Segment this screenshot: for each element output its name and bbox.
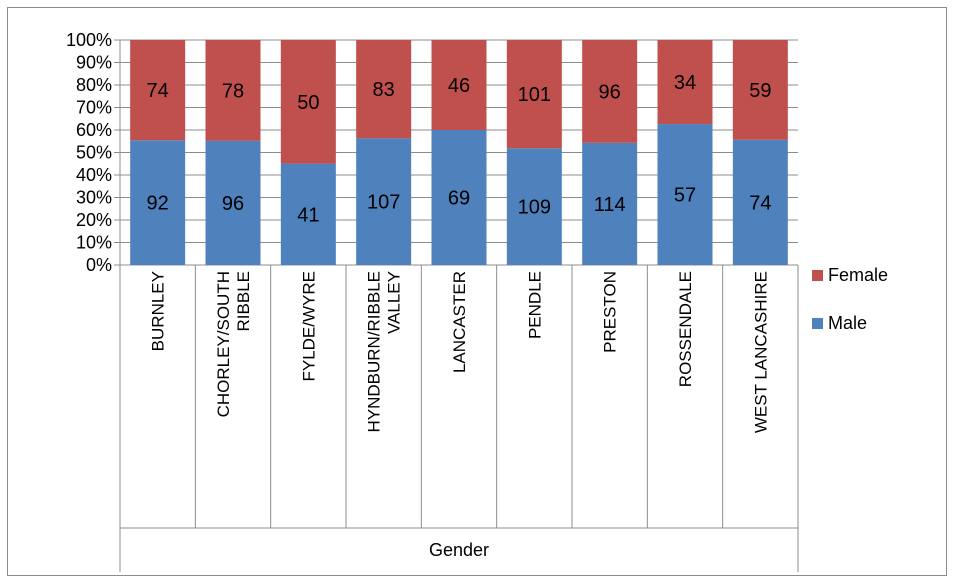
y-tick-label: 60% — [76, 120, 112, 140]
y-tick-label: 80% — [76, 75, 112, 95]
bar-male — [205, 140, 261, 265]
bar-male — [657, 124, 713, 265]
data-label-male: 92 — [147, 193, 169, 215]
bar-male — [130, 140, 186, 265]
bar-male — [356, 138, 412, 265]
y-tick-label: 40% — [76, 165, 112, 185]
category-label: ROSSENDALE — [676, 271, 695, 387]
bar-male — [506, 148, 562, 265]
bar-female — [280, 40, 336, 164]
data-label-female: 46 — [448, 75, 470, 97]
y-tick-label: 90% — [76, 53, 112, 73]
data-label-female: 74 — [147, 80, 169, 102]
y-tick-label: 10% — [76, 233, 112, 253]
bar-female — [732, 40, 788, 140]
category-label: CHORLEY/SOUTH RIBBLE — [214, 271, 253, 417]
category-label-line: PRESTON — [601, 271, 620, 353]
y-tick-label: 70% — [76, 98, 112, 118]
data-label-female: 96 — [599, 81, 621, 103]
bar-female — [582, 40, 638, 143]
y-tick-label: 100% — [66, 30, 112, 50]
data-label-female: 59 — [749, 80, 771, 102]
bar-male — [431, 130, 487, 265]
bar-female — [356, 40, 412, 139]
category-label: FYLDE/WYRE — [299, 271, 318, 382]
category-label-line: BURNLEY — [149, 271, 168, 351]
category-label: BURNLEY — [149, 271, 168, 351]
data-label-female: 50 — [297, 92, 319, 114]
data-label-male: 107 — [367, 192, 400, 214]
data-label-female: 78 — [222, 80, 244, 102]
data-label-male: 69 — [448, 188, 470, 210]
bar-female — [431, 40, 487, 130]
category-label-line: HYNDBURN/RIBBLE — [365, 271, 384, 433]
bar-female — [506, 40, 562, 149]
category-label: WEST LANCASHIRE — [751, 271, 770, 433]
category-label: PRESTON — [601, 271, 620, 353]
bar-female — [205, 40, 261, 141]
category-label-line: CHORLEY/SOUTH — [214, 271, 233, 417]
category-label-line: ROSSENDALE — [676, 271, 695, 387]
legend-swatch-female — [812, 270, 823, 281]
category-label-line: FYLDE/WYRE — [299, 271, 318, 382]
y-tick-label: 20% — [76, 210, 112, 230]
group-label: Gender — [429, 540, 489, 560]
chart-area — [7, 7, 947, 576]
legend-label-male: Male — [828, 313, 867, 333]
legend-swatch-male — [812, 318, 823, 329]
y-tick-label: 50% — [76, 143, 112, 163]
bar-male — [732, 139, 788, 265]
category-label: LANCASTER — [450, 271, 469, 373]
category-label-line: LANCASTER — [450, 271, 469, 373]
category-label-line: RIBBLE — [234, 271, 253, 331]
category-label-line: PENDLE — [525, 271, 544, 339]
data-label-male: 114 — [594, 194, 626, 216]
data-label-female: 101 — [518, 84, 551, 106]
data-label-male: 74 — [749, 192, 771, 214]
legend-label-female: Female — [828, 265, 888, 285]
y-tick-label: 0% — [86, 255, 112, 275]
y-tick-label: 30% — [76, 188, 112, 208]
category-label: PENDLE — [525, 271, 544, 339]
data-label-male: 96 — [222, 193, 244, 215]
bar-female — [657, 40, 713, 125]
bar-female — [130, 40, 186, 141]
data-label-female: 34 — [674, 72, 696, 94]
data-label-male: 57 — [674, 185, 696, 207]
category-label: HYNDBURN/RIBBLE VALLEY — [365, 271, 404, 433]
bar-male — [280, 163, 336, 265]
category-label-line: VALLEY — [385, 271, 404, 334]
data-label-male: 109 — [518, 197, 551, 219]
data-label-female: 83 — [373, 79, 395, 101]
data-label-male: 41 — [297, 204, 319, 226]
bar-male — [582, 142, 638, 265]
category-label-line: WEST LANCASHIRE — [751, 271, 770, 433]
